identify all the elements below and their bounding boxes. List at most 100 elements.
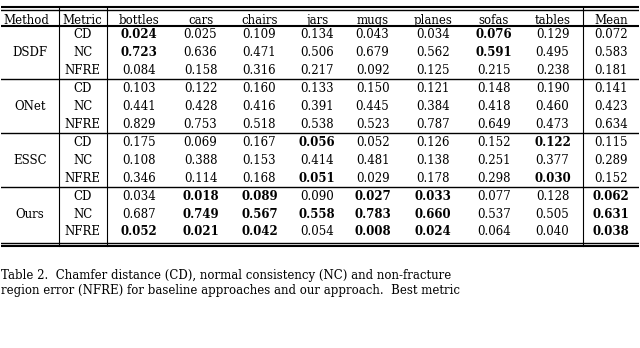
Text: 0.108: 0.108 xyxy=(122,154,156,167)
Text: 0.025: 0.025 xyxy=(184,28,218,41)
Text: NFRE: NFRE xyxy=(65,172,100,185)
Text: bottles: bottles xyxy=(119,14,159,27)
Text: 0.418: 0.418 xyxy=(477,100,510,113)
Text: 0.034: 0.034 xyxy=(416,28,450,41)
Text: NC: NC xyxy=(73,207,92,221)
Text: 0.384: 0.384 xyxy=(416,100,450,113)
Text: mugs: mugs xyxy=(356,14,388,27)
Text: 0.289: 0.289 xyxy=(594,154,627,167)
Text: 0.636: 0.636 xyxy=(184,46,218,59)
Text: 0.167: 0.167 xyxy=(243,136,276,149)
Text: 0.783: 0.783 xyxy=(354,207,391,221)
Text: 0.052: 0.052 xyxy=(121,226,157,238)
Text: 0.460: 0.460 xyxy=(536,100,570,113)
Text: 0.428: 0.428 xyxy=(184,100,217,113)
Text: sofas: sofas xyxy=(479,14,509,27)
Text: 0.056: 0.056 xyxy=(298,136,335,149)
Text: 0.687: 0.687 xyxy=(122,207,156,221)
Text: 0.591: 0.591 xyxy=(476,46,512,59)
Text: 0.115: 0.115 xyxy=(594,136,627,149)
Text: 0.064: 0.064 xyxy=(477,226,511,238)
Text: 0.052: 0.052 xyxy=(356,136,389,149)
Text: 0.109: 0.109 xyxy=(243,28,276,41)
Text: 0.018: 0.018 xyxy=(182,190,219,203)
Text: 0.238: 0.238 xyxy=(536,64,570,77)
Text: 0.217: 0.217 xyxy=(300,64,333,77)
Text: 0.473: 0.473 xyxy=(536,118,570,131)
Text: tables: tables xyxy=(534,14,571,27)
Text: ONet: ONet xyxy=(14,100,46,113)
Text: 0.054: 0.054 xyxy=(300,226,333,238)
Text: 0.152: 0.152 xyxy=(594,172,627,185)
Text: 0.190: 0.190 xyxy=(536,82,570,95)
Text: 0.024: 0.024 xyxy=(121,28,157,41)
Text: NC: NC xyxy=(73,154,92,167)
Text: 0.518: 0.518 xyxy=(243,118,276,131)
Text: 0.471: 0.471 xyxy=(243,46,276,59)
Text: 0.152: 0.152 xyxy=(477,136,510,149)
Text: chairs: chairs xyxy=(241,14,278,27)
Text: ESSC: ESSC xyxy=(13,154,47,167)
Text: 0.423: 0.423 xyxy=(594,100,628,113)
Text: cars: cars xyxy=(188,14,213,27)
Text: 0.141: 0.141 xyxy=(594,82,627,95)
Text: 0.649: 0.649 xyxy=(477,118,511,131)
Text: 0.567: 0.567 xyxy=(241,207,278,221)
Text: CD: CD xyxy=(74,190,92,203)
Text: 0.251: 0.251 xyxy=(477,154,510,167)
Text: 0.753: 0.753 xyxy=(184,118,218,131)
Text: 0.495: 0.495 xyxy=(536,46,570,59)
Text: NFRE: NFRE xyxy=(65,226,100,238)
Text: 0.148: 0.148 xyxy=(477,82,510,95)
Text: 0.084: 0.084 xyxy=(122,64,156,77)
Text: 0.346: 0.346 xyxy=(122,172,156,185)
Text: 0.749: 0.749 xyxy=(182,207,219,221)
Text: Ours: Ours xyxy=(16,207,44,221)
Text: 0.034: 0.034 xyxy=(122,190,156,203)
Text: CD: CD xyxy=(74,28,92,41)
Text: Table 2.  Chamfer distance (CD), normal consistency (NC) and non-fracture
region: Table 2. Chamfer distance (CD), normal c… xyxy=(1,269,460,296)
Text: 0.121: 0.121 xyxy=(417,82,450,95)
Text: 0.125: 0.125 xyxy=(417,64,450,77)
Text: 0.538: 0.538 xyxy=(300,118,333,131)
Text: 0.723: 0.723 xyxy=(121,46,157,59)
Text: 0.089: 0.089 xyxy=(241,190,278,203)
Text: 0.660: 0.660 xyxy=(415,207,451,221)
Text: 0.481: 0.481 xyxy=(356,154,389,167)
Text: 0.168: 0.168 xyxy=(243,172,276,185)
Text: NFRE: NFRE xyxy=(65,64,100,77)
Text: 0.128: 0.128 xyxy=(536,190,569,203)
Text: 0.215: 0.215 xyxy=(477,64,510,77)
Text: 0.441: 0.441 xyxy=(122,100,156,113)
Text: CD: CD xyxy=(74,82,92,95)
Text: 0.153: 0.153 xyxy=(243,154,276,167)
Text: 0.030: 0.030 xyxy=(534,172,571,185)
Text: 0.043: 0.043 xyxy=(356,28,390,41)
Text: 0.129: 0.129 xyxy=(536,28,570,41)
Text: 0.042: 0.042 xyxy=(241,226,278,238)
Text: 0.377: 0.377 xyxy=(536,154,570,167)
Text: Method: Method xyxy=(3,14,49,27)
Text: 0.316: 0.316 xyxy=(243,64,276,77)
Text: 0.040: 0.040 xyxy=(536,226,570,238)
Text: 0.138: 0.138 xyxy=(417,154,450,167)
Text: NFRE: NFRE xyxy=(65,118,100,131)
Text: 0.506: 0.506 xyxy=(300,46,333,59)
Text: 0.077: 0.077 xyxy=(477,190,511,203)
Text: DSDF: DSDF xyxy=(13,46,47,59)
Text: 0.092: 0.092 xyxy=(356,64,389,77)
Text: 0.076: 0.076 xyxy=(476,28,512,41)
Text: 0.445: 0.445 xyxy=(356,100,390,113)
Text: 0.122: 0.122 xyxy=(184,82,217,95)
Text: 0.134: 0.134 xyxy=(300,28,333,41)
Text: 0.090: 0.090 xyxy=(300,190,333,203)
Text: 0.414: 0.414 xyxy=(300,154,333,167)
Text: 0.038: 0.038 xyxy=(593,226,629,238)
Text: 0.298: 0.298 xyxy=(477,172,510,185)
Text: NC: NC xyxy=(73,46,92,59)
Text: CD: CD xyxy=(74,136,92,149)
Text: Mean: Mean xyxy=(594,14,628,27)
Text: 0.122: 0.122 xyxy=(534,136,571,149)
Text: 0.033: 0.033 xyxy=(415,190,452,203)
Text: 0.160: 0.160 xyxy=(243,82,276,95)
